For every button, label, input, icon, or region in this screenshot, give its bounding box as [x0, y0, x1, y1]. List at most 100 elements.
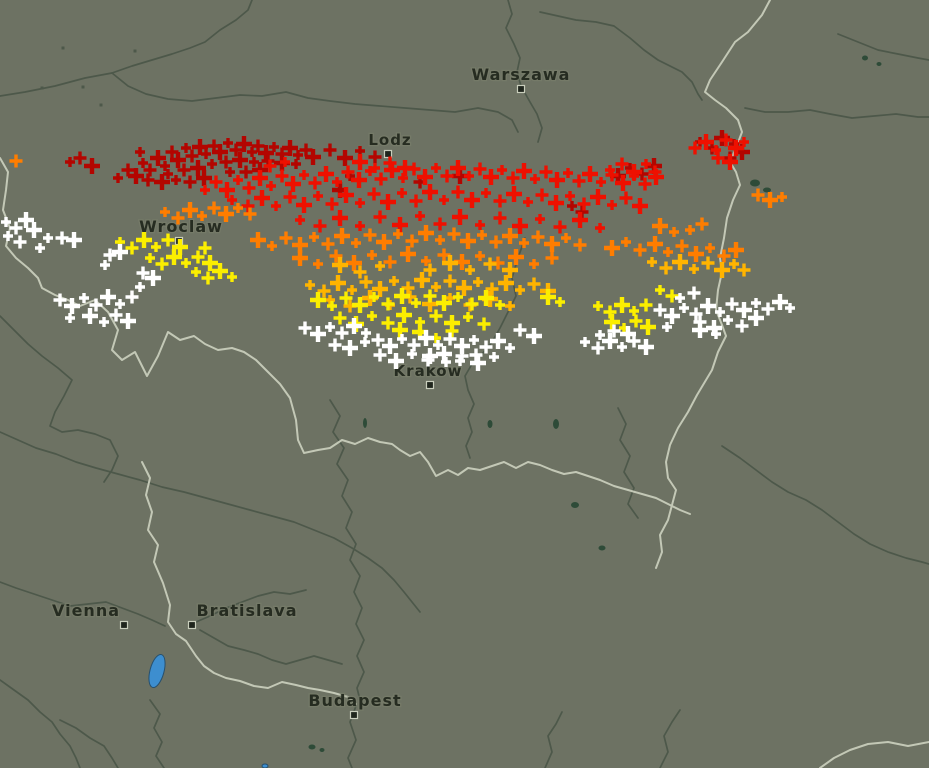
lightning-strike-icon	[692, 322, 708, 338]
lightning-strike-icon	[370, 163, 380, 173]
lightning-strike-icon	[160, 161, 170, 171]
river-line	[199, 629, 343, 665]
lightning-strike-icon	[722, 154, 738, 170]
forest-patch	[363, 418, 367, 428]
lightning-strike-icon	[351, 172, 367, 188]
forest-patch	[308, 744, 316, 750]
city-vienna: Vienna	[51, 600, 129, 630]
lightning-strike-icon	[171, 175, 181, 185]
lightning-strike-icon	[243, 207, 257, 221]
lightning-strike-icon	[513, 323, 527, 337]
city-square-icon	[349, 710, 359, 720]
lightning-strike-icon	[705, 243, 715, 253]
lightning-strike-icon	[267, 241, 277, 251]
lightning-strike-icon	[728, 242, 744, 258]
lightning-strike-icon	[166, 249, 182, 265]
forest-patch	[750, 179, 760, 187]
lightning-strike-icon	[687, 286, 701, 300]
forest-patch	[319, 748, 325, 752]
lightning-strike-icon	[249, 157, 259, 167]
lightning-strike-icon	[352, 154, 368, 170]
lightning-strike-icon	[65, 157, 75, 167]
lightning-strike-icon	[695, 217, 709, 231]
lightning-strike-icon	[409, 194, 423, 208]
river-line	[0, 679, 81, 768]
lightning-strike-icon	[65, 313, 75, 323]
lightning-strike-icon	[662, 322, 672, 332]
lightning-strike-icon	[318, 166, 334, 182]
lightning-strike-icon	[190, 160, 206, 176]
border-line	[819, 741, 929, 768]
lightning-strike-icon	[219, 155, 233, 169]
lightning-strike-icon	[9, 221, 23, 235]
lightning-strike-icon	[337, 150, 353, 166]
forests-layer	[40, 46, 882, 752]
lightning-strike-icon	[439, 195, 449, 205]
lightning-strike-icon	[200, 185, 210, 195]
lightning-strike-icon	[688, 141, 702, 155]
strikes-red	[200, 133, 749, 234]
lightning-strike-icon	[321, 237, 335, 251]
lightning-strike-icon	[233, 203, 243, 213]
lightning-strike-icon	[376, 234, 392, 250]
lightning-strike-icon	[640, 319, 656, 335]
lightning-strike-icon	[368, 150, 382, 164]
lightning-strike-icon	[675, 293, 685, 303]
lightning-strike-icon	[191, 267, 201, 277]
lightning-strike-icon	[35, 243, 45, 253]
lightning-strike-icon	[519, 238, 529, 248]
lightning-strike-icon	[135, 282, 145, 292]
city-label: Budapest	[308, 691, 401, 710]
lightning-strike-icon	[295, 215, 305, 225]
lightning-strike-icon	[639, 298, 653, 312]
lightning-strike-icon	[393, 229, 403, 239]
lightning-strike-icon	[479, 340, 493, 354]
lightning-strike-icon	[197, 211, 207, 221]
city-square-icon	[119, 620, 129, 630]
lightning-strike-icon	[526, 328, 542, 344]
river-line	[837, 33, 929, 61]
lightning-strike-icon	[309, 232, 319, 242]
lightning-strike-icon	[18, 212, 34, 228]
lightning-strike-icon	[475, 251, 485, 261]
lightning-strike-icon	[647, 257, 657, 267]
lightning-strike-icon	[100, 260, 110, 270]
lightning-strike-icon	[128, 168, 144, 184]
lightning-strike-icon	[109, 308, 123, 322]
lightning-strike-icon	[463, 312, 473, 322]
lightning-strike-icon	[191, 250, 205, 264]
lightning-strike-icon	[258, 145, 274, 161]
lightning-strike-icon	[185, 149, 199, 163]
lightning-strike-icon	[329, 249, 343, 263]
lightning-strike-icon	[198, 241, 212, 255]
lightning-strike-icon	[299, 143, 313, 157]
lightning-strike-icon	[659, 261, 673, 275]
lightning-strike-icon	[641, 159, 651, 169]
lightning-strike-icon	[573, 238, 587, 252]
river-line	[0, 0, 253, 97]
lightning-strike-icon	[772, 294, 788, 310]
lightning-strike-icon	[381, 316, 395, 330]
river-line	[0, 315, 119, 483]
lightning-strike-icon	[632, 198, 648, 214]
lightning-strike-icon	[785, 303, 795, 313]
lightning-strike-icon	[540, 289, 556, 305]
lightning-strike-icon	[473, 277, 483, 287]
lightning-strike-icon	[737, 263, 751, 277]
lightning-strike-icon	[653, 303, 667, 317]
lightning-strike-icon	[397, 188, 407, 198]
lightning-strike-icon	[563, 168, 573, 178]
lightning-strike-icon	[596, 177, 606, 187]
lightning-strike-icon	[241, 199, 255, 213]
lightning-strike-icon	[502, 262, 518, 278]
lightning-strike-icon	[172, 239, 188, 255]
lightning-strike-icon	[313, 259, 323, 269]
lightning-strike-icon	[125, 290, 139, 304]
lake	[261, 763, 269, 768]
lightning-strike-icon	[254, 190, 270, 206]
city-label: Vienna	[52, 601, 120, 620]
lightning-strike-icon	[310, 292, 326, 308]
